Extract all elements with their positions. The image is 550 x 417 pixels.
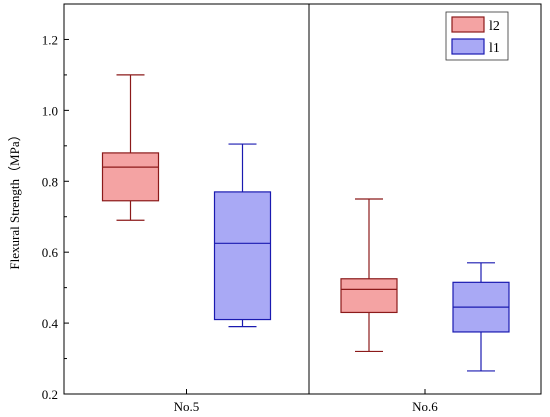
y-axis: 0.2 0.4 0.6 0.8 1.0 1.2	[42, 3, 69, 402]
y-tick-label-0: 0.2	[42, 387, 58, 402]
y-tick-label-3: 0.8	[42, 174, 58, 189]
plot-frame	[63, 3, 542, 395]
box-iqr	[101, 152, 160, 202]
legend-swatch-l2	[451, 16, 485, 33]
boxes-layer	[101, 74, 510, 372]
legend-label-l1: l1	[489, 41, 500, 56]
y-tick-label-5: 1.2	[42, 32, 58, 47]
legend-label-l2: l2	[489, 19, 500, 34]
y-tick-label-2: 0.6	[42, 245, 59, 260]
x-tick-label-1: No.6	[412, 399, 438, 414]
box-iqr	[213, 191, 272, 321]
x-axis: No.5 No.6	[174, 389, 438, 414]
legend-swatch-l1	[451, 38, 485, 55]
y-tick-label-4: 1.0	[42, 103, 58, 118]
y-tick-label-1: 0.4	[42, 316, 59, 331]
box-l1-No.6	[452, 262, 510, 372]
box-l1-No.5	[213, 143, 272, 328]
x-tick-label-0: No.5	[174, 399, 200, 414]
box-iqr	[340, 278, 398, 314]
y-axis-label: Flexural Strength（MPa）	[7, 128, 22, 269]
box-l2-No.6	[340, 198, 398, 353]
box-l2-No.5	[101, 74, 160, 221]
